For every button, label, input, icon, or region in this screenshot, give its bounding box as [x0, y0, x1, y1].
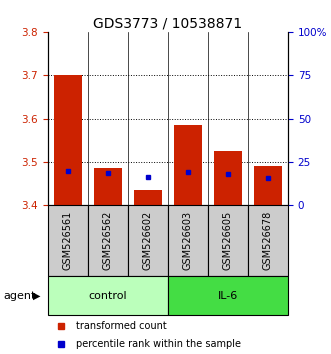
- Text: agent: agent: [3, 291, 36, 301]
- Bar: [88, 205, 128, 276]
- Bar: [168, 205, 208, 276]
- Text: GSM526602: GSM526602: [143, 211, 153, 270]
- Text: GSM526603: GSM526603: [183, 211, 193, 270]
- Bar: [128, 205, 168, 276]
- Bar: [134, 190, 162, 205]
- Bar: [174, 125, 202, 205]
- Text: control: control: [89, 291, 127, 301]
- Text: IL-6: IL-6: [218, 291, 238, 301]
- Bar: [254, 166, 282, 205]
- Text: ▶: ▶: [33, 291, 41, 301]
- Bar: [48, 205, 88, 276]
- Text: transformed count: transformed count: [76, 321, 166, 331]
- Bar: [54, 75, 82, 205]
- Text: percentile rank within the sample: percentile rank within the sample: [76, 339, 241, 349]
- Bar: [48, 276, 168, 315]
- Text: GSM526605: GSM526605: [223, 211, 233, 270]
- Bar: [248, 205, 288, 276]
- Title: GDS3773 / 10538871: GDS3773 / 10538871: [93, 17, 243, 31]
- Bar: [168, 276, 288, 315]
- Bar: [94, 169, 122, 205]
- Text: GSM526562: GSM526562: [103, 211, 113, 270]
- Text: GSM526561: GSM526561: [63, 211, 73, 270]
- Bar: [208, 205, 248, 276]
- Bar: [214, 151, 242, 205]
- Text: GSM526678: GSM526678: [263, 211, 273, 270]
